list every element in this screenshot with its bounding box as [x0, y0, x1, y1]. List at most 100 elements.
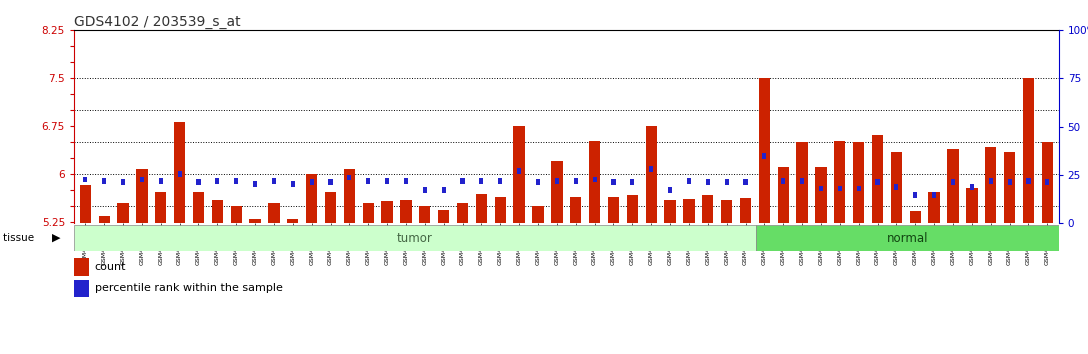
Bar [721, 200, 732, 223]
Bar [347, 175, 351, 181]
Bar [894, 184, 899, 190]
Bar [650, 166, 653, 172]
Bar [1023, 78, 1034, 223]
Bar [969, 184, 974, 190]
Bar [404, 178, 408, 184]
Bar [815, 167, 827, 223]
Bar [819, 185, 823, 191]
Bar [254, 181, 257, 187]
Text: ▶: ▶ [52, 233, 61, 243]
Bar [593, 177, 596, 182]
Bar [514, 126, 524, 223]
Bar [589, 141, 601, 223]
Bar [985, 147, 997, 223]
Bar [83, 177, 87, 182]
Bar [215, 178, 220, 184]
Bar [740, 198, 751, 223]
Bar [796, 142, 807, 223]
Bar [498, 178, 503, 184]
Bar [495, 197, 506, 223]
Bar [853, 142, 864, 223]
Bar [329, 179, 333, 185]
Bar [932, 192, 936, 198]
Bar [385, 178, 390, 184]
Bar [231, 206, 242, 223]
Text: percentile rank within the sample: percentile rank within the sample [95, 284, 283, 293]
Bar [362, 203, 374, 223]
Bar [756, 225, 1059, 251]
Bar [665, 200, 676, 223]
Bar [570, 197, 581, 223]
Bar [269, 202, 280, 223]
Bar [1026, 178, 1030, 184]
Bar [834, 141, 845, 223]
Bar [382, 201, 393, 223]
Bar [871, 135, 883, 223]
Bar [702, 195, 714, 223]
Bar [1041, 142, 1053, 223]
Bar [536, 179, 540, 185]
Bar [778, 167, 789, 223]
Bar [687, 178, 691, 184]
Text: tumor: tumor [397, 232, 433, 245]
Bar [627, 195, 638, 223]
Bar [800, 178, 804, 184]
Bar [174, 122, 185, 223]
Bar [136, 169, 148, 223]
Bar [74, 280, 89, 297]
Bar [913, 192, 917, 198]
Bar [951, 179, 955, 185]
Bar [460, 178, 465, 184]
Bar [838, 185, 842, 191]
Bar [608, 197, 619, 223]
Bar [891, 152, 902, 223]
Bar [1004, 152, 1015, 223]
Bar [630, 179, 634, 185]
Bar [367, 178, 370, 184]
Bar [290, 181, 295, 187]
Bar [611, 179, 616, 185]
Bar [442, 188, 446, 193]
Bar [552, 161, 562, 223]
Bar [156, 192, 166, 223]
Bar [99, 216, 110, 223]
Bar [102, 178, 107, 184]
Bar [966, 188, 977, 223]
Bar [419, 206, 431, 223]
Bar [249, 219, 261, 223]
Bar [532, 206, 544, 223]
Text: count: count [95, 262, 126, 272]
Bar [573, 178, 578, 184]
Bar [438, 210, 449, 223]
Bar [140, 177, 144, 182]
Bar [645, 126, 657, 223]
Bar [475, 194, 487, 223]
Bar [668, 188, 672, 193]
Bar [287, 219, 298, 223]
Bar [118, 202, 128, 223]
Bar [989, 178, 992, 184]
Bar [683, 199, 694, 223]
Bar [306, 174, 318, 223]
Bar [400, 200, 411, 223]
Bar [743, 179, 747, 185]
Text: tissue: tissue [3, 233, 38, 243]
Bar [197, 179, 200, 185]
Bar [193, 192, 205, 223]
Bar [1007, 179, 1012, 185]
Bar [79, 185, 91, 223]
Bar [74, 258, 89, 275]
Bar [272, 178, 276, 184]
Bar [457, 203, 468, 223]
Bar [177, 171, 182, 177]
Bar [74, 225, 756, 251]
Bar [212, 200, 223, 223]
Bar [725, 179, 729, 185]
Bar [310, 179, 313, 185]
Text: GDS4102 / 203539_s_at: GDS4102 / 203539_s_at [74, 15, 240, 29]
Bar [234, 178, 238, 184]
Bar [910, 211, 920, 223]
Bar [159, 178, 163, 184]
Bar [423, 188, 426, 193]
Bar [758, 78, 770, 223]
